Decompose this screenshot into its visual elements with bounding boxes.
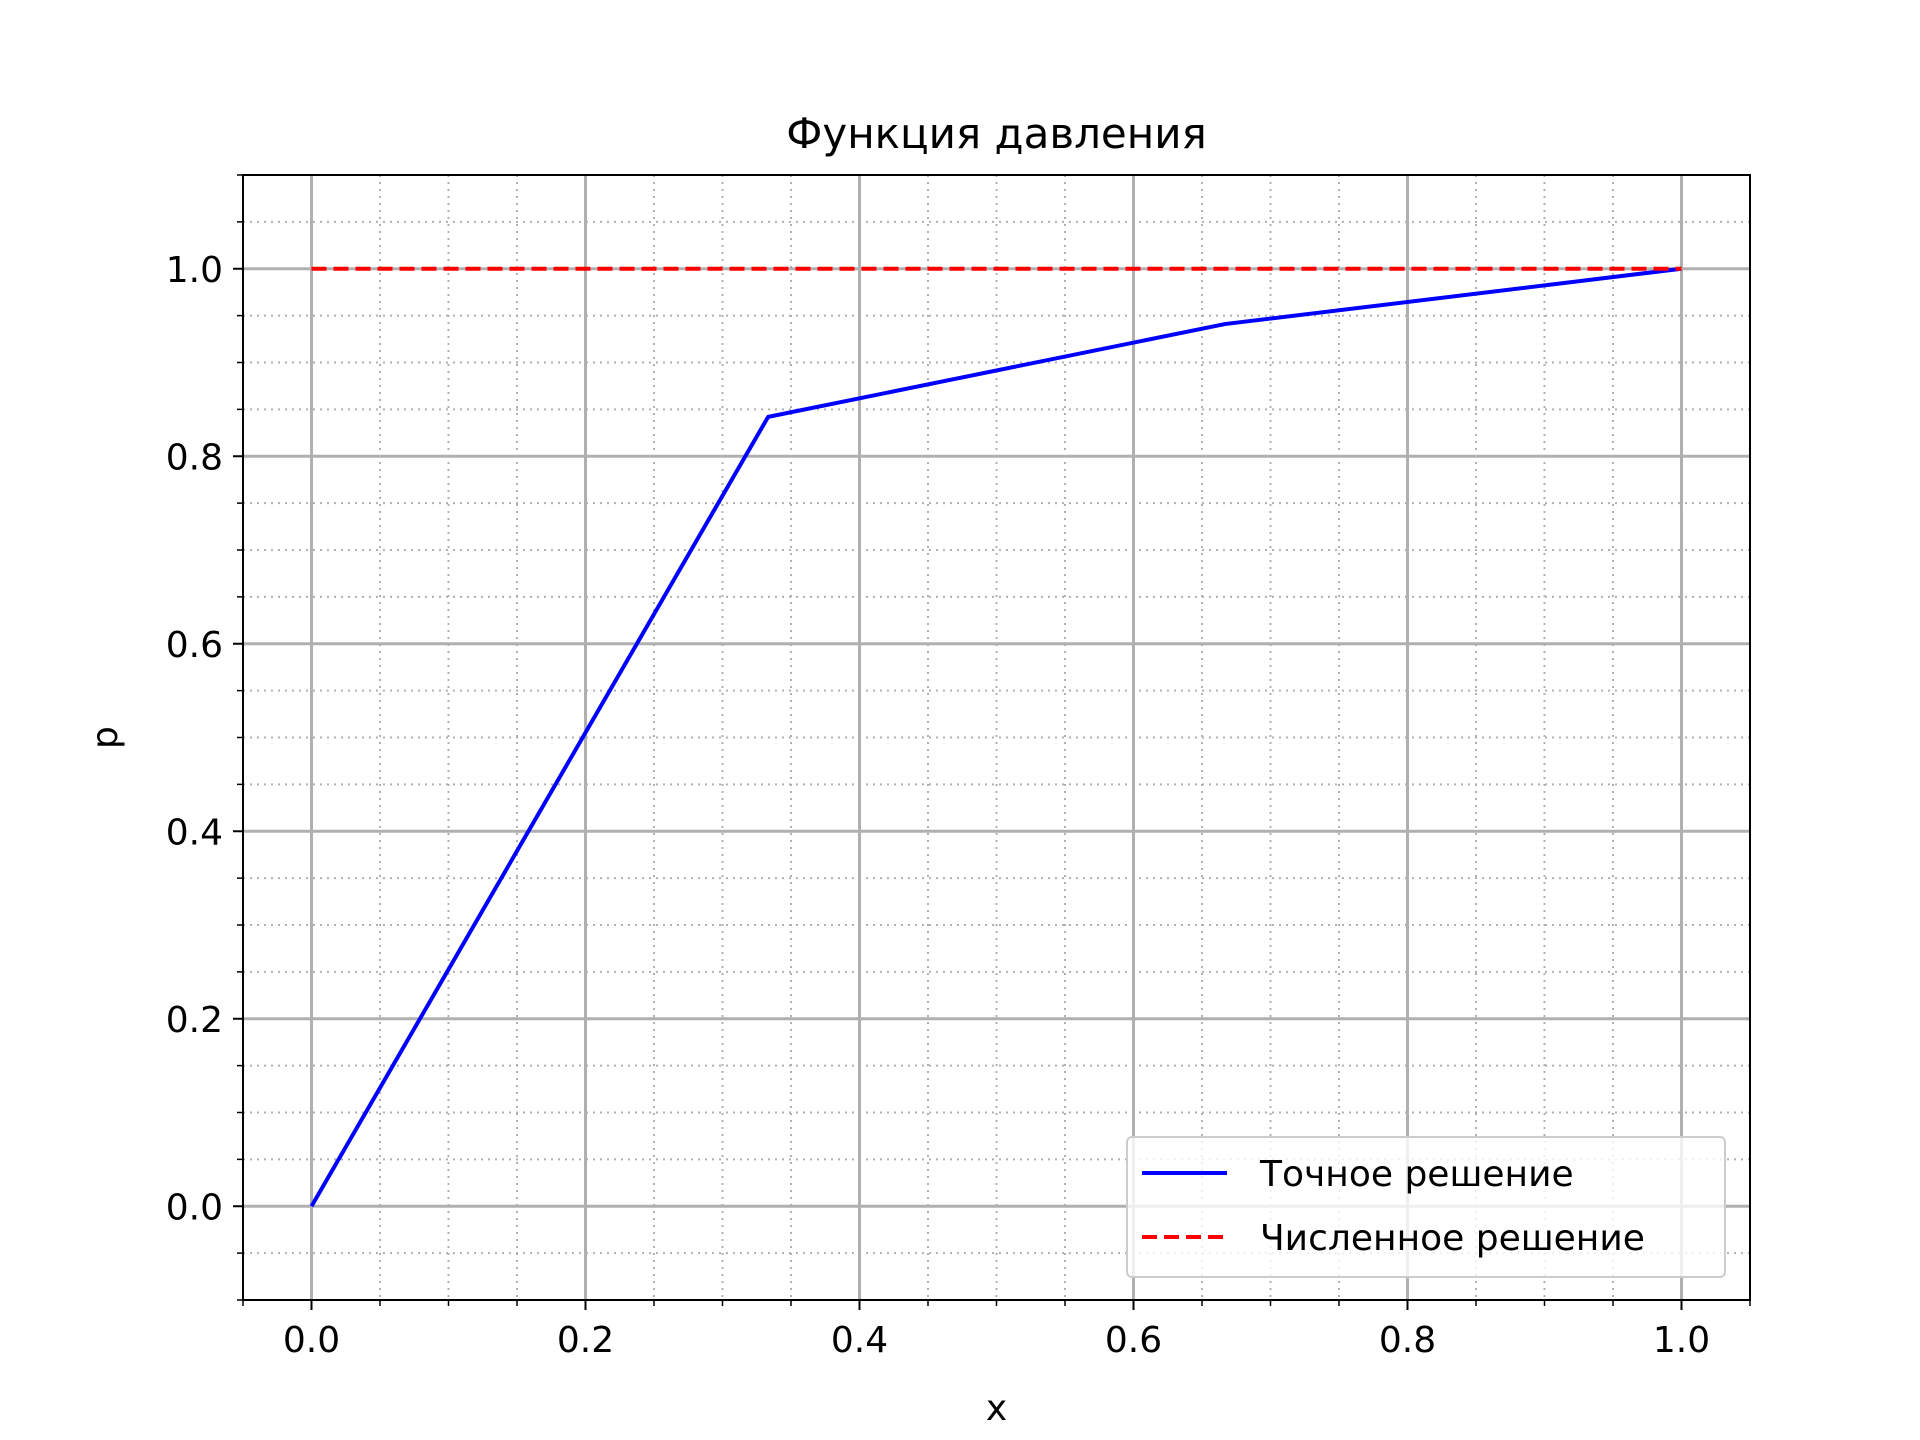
y-axis-ticks: 0.0 0.2 0.4 0.6 0.8 1.0	[166, 174, 243, 1301]
x-tick-label: 0.0	[283, 1320, 340, 1361]
series-layer	[309, 266, 1682, 1208]
y-tick-label: 0.4	[166, 812, 223, 853]
series-line-exact	[309, 266, 1682, 1208]
major-grid	[243, 175, 1750, 1300]
x-tick-label: 1.0	[1653, 1320, 1710, 1361]
x-tick-label: 0.8	[1379, 1320, 1436, 1361]
legend-label-exact: Точное решение	[1259, 1154, 1574, 1195]
y-tick-label: 0.0	[166, 1187, 223, 1228]
legend: Точное решение Численное решение	[1126, 1136, 1726, 1278]
x-tick-label: 0.4	[831, 1320, 888, 1361]
x-tick-label: 0.2	[557, 1320, 614, 1361]
x-axis-label: x	[986, 1388, 1007, 1429]
legend-label-numeric: Численное решение	[1260, 1218, 1645, 1259]
y-tick-label: 0.6	[166, 625, 223, 666]
legend-box	[1126, 1136, 1726, 1278]
y-tick-label: 0.8	[166, 437, 223, 478]
y-axis-label: p	[85, 726, 126, 749]
chart-title: Функция давления	[786, 109, 1207, 158]
x-axis-ticks: 0.0 0.2 0.4 0.6 0.8 1.0	[242, 1300, 1751, 1361]
y-tick-label: 1.0	[166, 250, 223, 291]
y-tick-label: 0.2	[166, 1000, 223, 1041]
x-tick-label: 0.6	[1105, 1320, 1162, 1361]
